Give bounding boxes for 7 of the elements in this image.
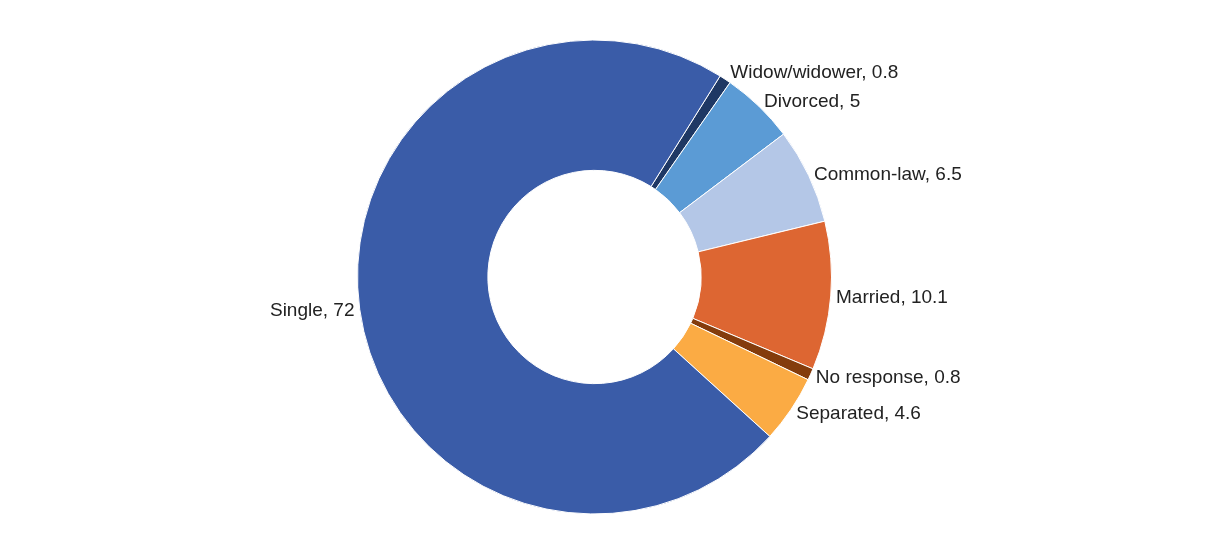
slice-label: Separated, 4.6 — [796, 402, 921, 424]
slice-label: Single, 72 — [269, 299, 355, 321]
slice-label: Married, 10.1 — [835, 285, 948, 307]
slice-label: Common-law, 6.5 — [813, 163, 962, 185]
slice-label: Divorced, 5 — [764, 90, 861, 112]
slice-label: No response, 0.8 — [815, 365, 961, 387]
slice-label: Widow/widower, 0.8 — [730, 61, 899, 83]
